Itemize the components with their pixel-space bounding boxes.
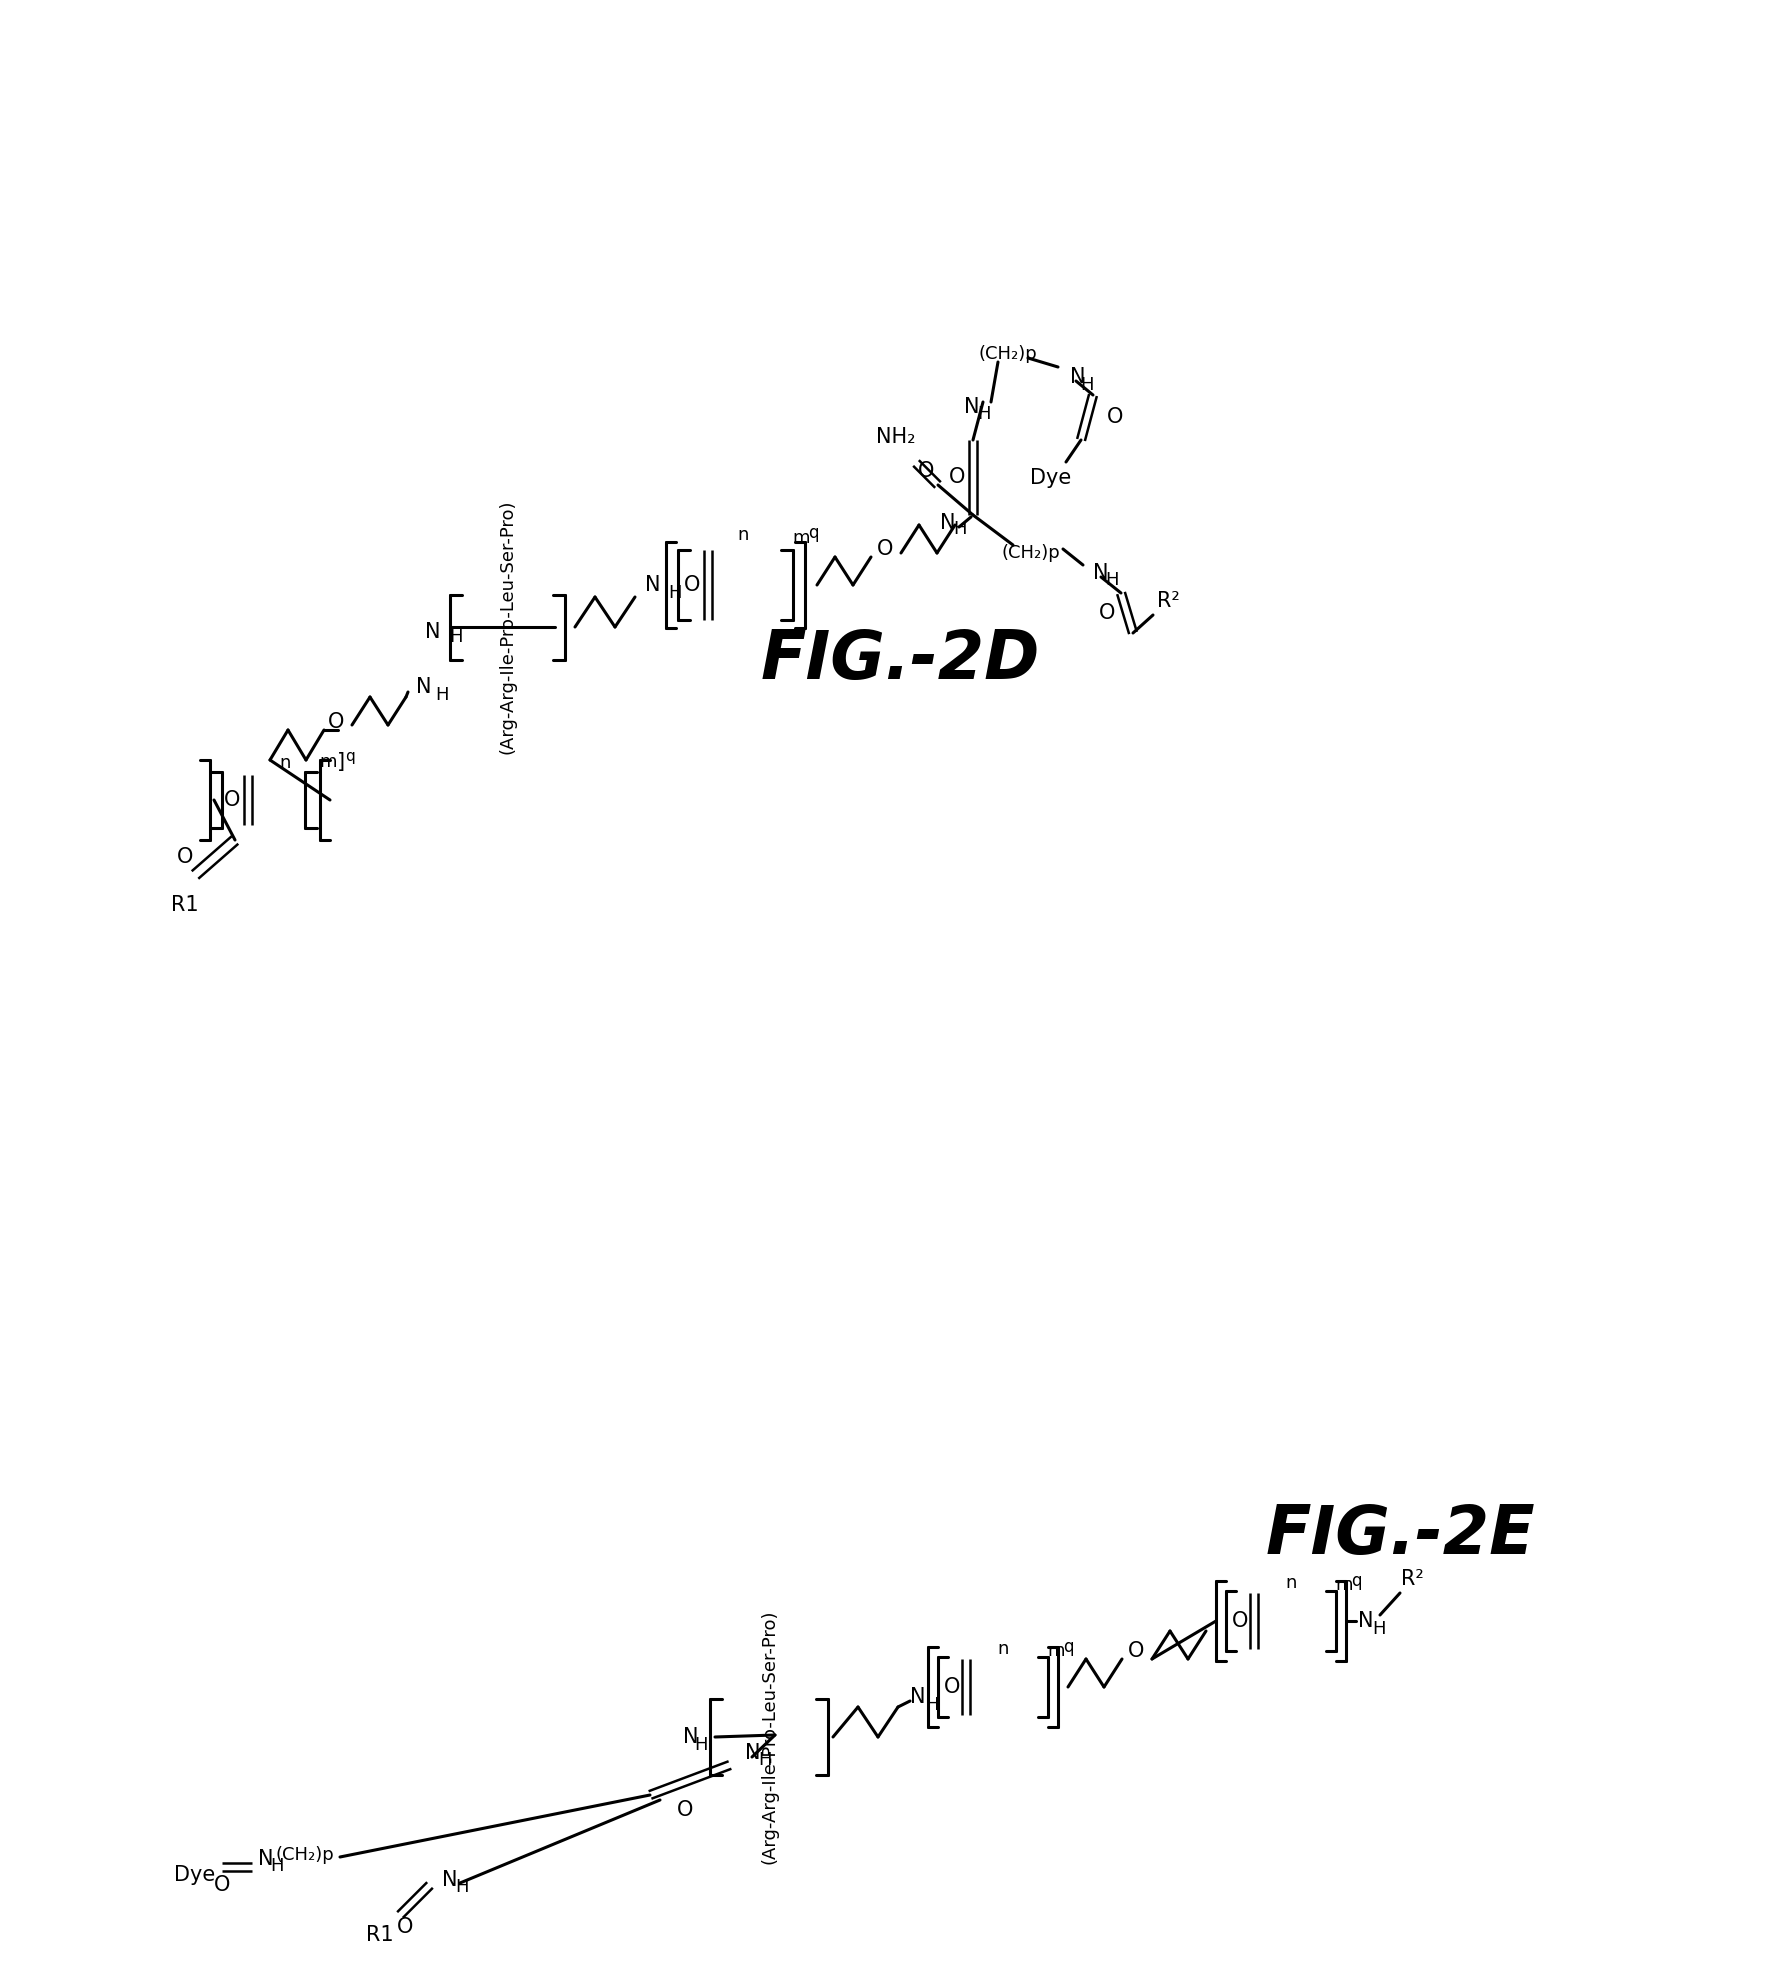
Text: n: n [998, 1640, 1008, 1658]
Text: m: m [318, 753, 336, 771]
Text: O: O [396, 1918, 414, 1937]
Text: O: O [1129, 1642, 1145, 1662]
Text: H: H [953, 520, 968, 538]
Text: H: H [271, 1857, 283, 1874]
Text: H: H [978, 404, 991, 424]
Text: H: H [757, 1750, 771, 1770]
Text: R1: R1 [172, 895, 198, 915]
Text: m: m [1047, 1642, 1065, 1660]
Text: R²: R² [1401, 1569, 1424, 1589]
Text: H: H [669, 583, 681, 601]
Text: (Arg-Arg-Ile-Pro-Leu-Ser-Pro): (Arg-Arg-Ile-Pro-Leu-Ser-Pro) [761, 1610, 778, 1865]
Text: O: O [678, 1800, 693, 1819]
Text: (Arg-Arg-Ile-Pro-Leu-Ser-Pro): (Arg-Arg-Ile-Pro-Leu-Ser-Pro) [499, 501, 517, 755]
Text: m: m [1336, 1577, 1353, 1595]
Text: N: N [442, 1870, 458, 1890]
Text: q: q [1352, 1573, 1362, 1591]
Text: O: O [877, 538, 893, 560]
Text: FIG.-2E: FIG.-2E [1265, 1502, 1535, 1569]
Text: O: O [948, 467, 966, 487]
Text: O: O [945, 1677, 961, 1697]
Text: N: N [416, 676, 432, 698]
Text: N: N [646, 576, 662, 595]
Text: N: N [964, 396, 978, 418]
Text: O: O [1107, 406, 1123, 428]
Text: q: q [345, 749, 356, 763]
Text: H: H [695, 1736, 708, 1754]
Text: N: N [1359, 1610, 1373, 1630]
Text: N: N [939, 512, 955, 532]
Text: N: N [258, 1849, 274, 1869]
Text: O: O [685, 576, 701, 595]
Text: R1: R1 [366, 1926, 394, 1945]
Text: N: N [1093, 564, 1109, 583]
Text: FIG.-2D: FIG.-2D [761, 627, 1040, 694]
Text: N: N [1070, 367, 1086, 386]
Text: n: n [738, 526, 748, 544]
Text: H: H [435, 686, 449, 704]
Text: O: O [214, 1874, 230, 1894]
Text: O: O [1099, 603, 1114, 623]
Text: ]: ] [336, 753, 345, 773]
Text: m: m [793, 528, 810, 548]
Text: H: H [925, 1695, 939, 1715]
Text: H: H [1106, 572, 1118, 589]
Text: O: O [1231, 1610, 1249, 1630]
Text: Dye: Dye [1030, 467, 1072, 489]
Text: n: n [1286, 1575, 1297, 1593]
Text: R²: R² [1157, 591, 1180, 611]
Text: O: O [327, 712, 345, 731]
Text: H: H [455, 1878, 469, 1896]
Text: (CH₂)p: (CH₂)p [978, 345, 1037, 363]
Text: H: H [1081, 376, 1093, 394]
Text: N: N [745, 1742, 761, 1762]
Text: q: q [1063, 1638, 1074, 1656]
Text: H: H [449, 629, 462, 646]
Text: O: O [177, 848, 193, 867]
Text: N: N [683, 1727, 699, 1746]
Text: NH₂: NH₂ [876, 428, 916, 447]
Text: (CH₂)p: (CH₂)p [1001, 544, 1060, 562]
Text: O: O [918, 461, 934, 481]
Text: (CH₂)p: (CH₂)p [276, 1847, 334, 1865]
Text: H: H [1373, 1620, 1385, 1638]
Text: N: N [911, 1687, 925, 1707]
Text: q: q [808, 524, 819, 542]
Text: N: N [425, 623, 440, 643]
Text: Dye: Dye [175, 1865, 216, 1884]
Text: O: O [225, 790, 241, 810]
Text: n: n [280, 755, 290, 773]
